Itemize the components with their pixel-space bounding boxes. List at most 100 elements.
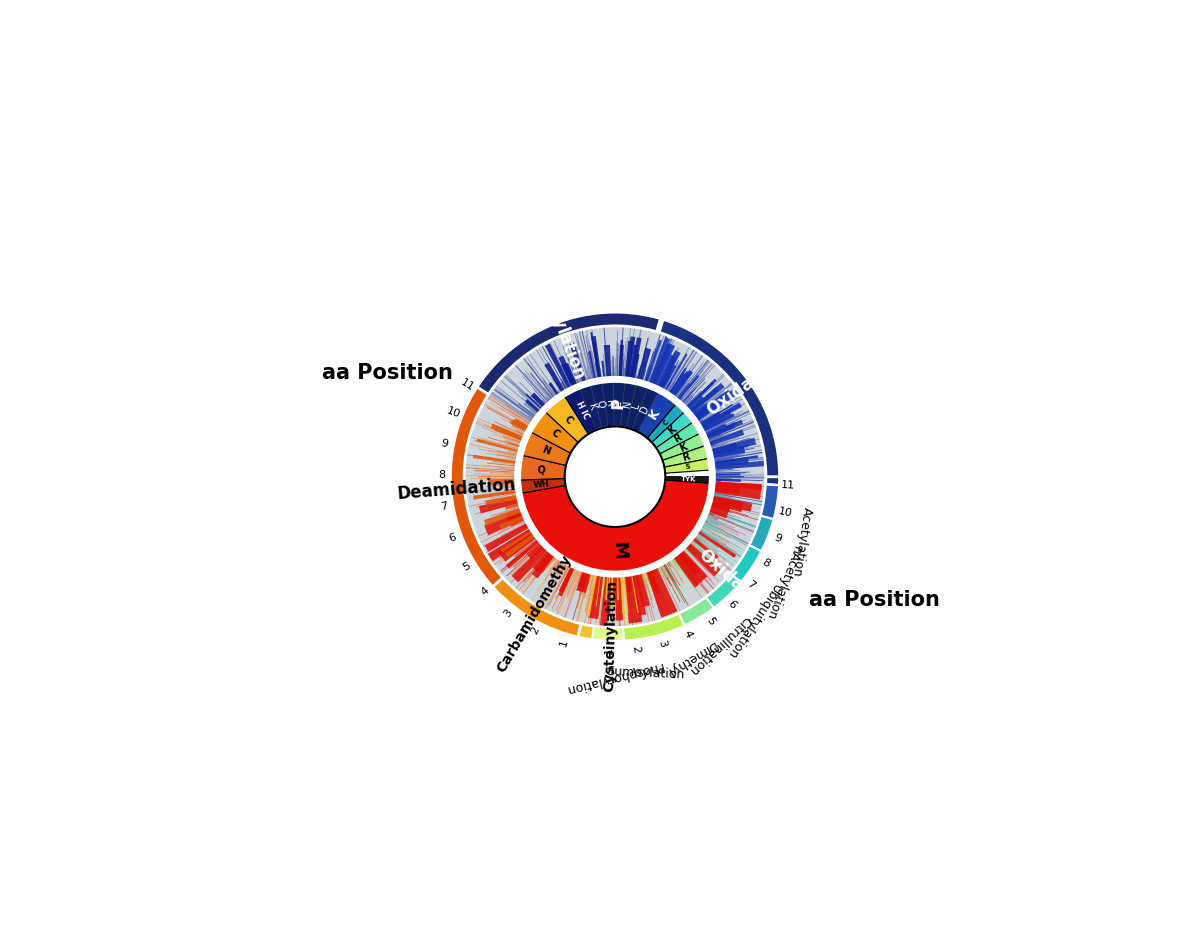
Wedge shape — [674, 548, 708, 584]
Wedge shape — [697, 412, 721, 429]
Wedge shape — [613, 379, 625, 427]
Wedge shape — [476, 439, 521, 453]
Wedge shape — [694, 399, 724, 421]
Wedge shape — [665, 477, 713, 483]
Wedge shape — [685, 381, 714, 410]
Wedge shape — [679, 598, 715, 628]
Wedge shape — [618, 345, 624, 379]
Wedge shape — [709, 443, 738, 455]
Text: 10: 10 — [445, 406, 462, 420]
Wedge shape — [517, 455, 566, 480]
Text: D: D — [638, 403, 650, 414]
Wedge shape — [506, 538, 541, 568]
Wedge shape — [544, 395, 588, 443]
Wedge shape — [632, 385, 659, 432]
Wedge shape — [688, 383, 725, 415]
Wedge shape — [505, 502, 522, 510]
Wedge shape — [510, 508, 524, 516]
Wedge shape — [600, 574, 610, 626]
Text: Q: Q — [595, 399, 606, 409]
Wedge shape — [709, 496, 744, 513]
Wedge shape — [713, 474, 740, 476]
Text: Carbamidomethy: Carbamidomethy — [494, 552, 575, 675]
Wedge shape — [706, 501, 730, 518]
Text: 2: 2 — [630, 645, 641, 653]
Wedge shape — [520, 480, 712, 574]
Wedge shape — [655, 354, 677, 391]
Text: M: M — [610, 541, 629, 560]
Wedge shape — [641, 484, 782, 641]
Wedge shape — [703, 424, 727, 437]
Text: Phosphorylation: Phosphorylation — [563, 659, 664, 697]
Wedge shape — [559, 564, 575, 593]
Text: Q: Q — [536, 464, 546, 475]
Text: 7: 7 — [439, 501, 449, 513]
Wedge shape — [690, 536, 719, 560]
Wedge shape — [697, 404, 733, 427]
Text: Oxidation: Oxidation — [695, 546, 774, 619]
Wedge shape — [713, 476, 744, 477]
Wedge shape — [625, 336, 635, 380]
Wedge shape — [606, 574, 612, 615]
Wedge shape — [694, 405, 716, 422]
Text: E: E — [613, 399, 623, 406]
Wedge shape — [694, 388, 738, 423]
Wedge shape — [667, 367, 686, 396]
Wedge shape — [588, 572, 598, 617]
Wedge shape — [648, 338, 670, 386]
Wedge shape — [703, 422, 736, 438]
Wedge shape — [620, 574, 625, 617]
Wedge shape — [611, 574, 613, 610]
Wedge shape — [505, 532, 538, 557]
Wedge shape — [510, 419, 530, 432]
Wedge shape — [660, 432, 707, 461]
Wedge shape — [608, 574, 611, 591]
Text: Citrullination: Citrullination — [686, 614, 754, 678]
Wedge shape — [677, 375, 700, 402]
Wedge shape — [464, 326, 766, 628]
Wedge shape — [616, 574, 623, 620]
Text: L: L — [630, 402, 642, 410]
Text: Acetylation: Acetylation — [790, 506, 814, 578]
Text: N: N — [540, 445, 552, 457]
Wedge shape — [499, 530, 538, 562]
Wedge shape — [529, 411, 578, 453]
Wedge shape — [475, 310, 661, 395]
Wedge shape — [623, 574, 629, 613]
Wedge shape — [632, 354, 640, 381]
Text: Sumoylation: Sumoylation — [606, 665, 685, 682]
Wedge shape — [601, 379, 614, 427]
Wedge shape — [707, 430, 744, 447]
Text: WH: WH — [533, 480, 550, 490]
Wedge shape — [698, 402, 742, 430]
Wedge shape — [676, 549, 700, 575]
Wedge shape — [630, 337, 642, 381]
Text: C: C — [562, 413, 575, 426]
Wedge shape — [713, 479, 740, 481]
Wedge shape — [623, 614, 685, 644]
Wedge shape — [712, 481, 762, 499]
Circle shape — [565, 427, 665, 527]
Wedge shape — [602, 574, 606, 590]
Wedge shape — [629, 345, 638, 380]
Wedge shape — [590, 380, 608, 429]
Wedge shape — [499, 514, 527, 531]
Text: H IC: H IC — [575, 400, 590, 421]
Wedge shape — [688, 387, 719, 414]
Wedge shape — [577, 569, 589, 588]
Wedge shape — [590, 332, 600, 380]
Wedge shape — [691, 403, 710, 419]
Wedge shape — [491, 424, 526, 441]
Wedge shape — [479, 497, 521, 514]
Text: TYK: TYK — [680, 476, 696, 482]
Wedge shape — [564, 385, 598, 434]
Text: 1: 1 — [604, 647, 614, 654]
Wedge shape — [569, 343, 587, 384]
Wedge shape — [731, 546, 764, 584]
Wedge shape — [577, 624, 644, 644]
Wedge shape — [491, 578, 581, 639]
Wedge shape — [485, 495, 520, 506]
Wedge shape — [709, 438, 756, 455]
Wedge shape — [686, 396, 704, 413]
Wedge shape — [592, 336, 602, 380]
